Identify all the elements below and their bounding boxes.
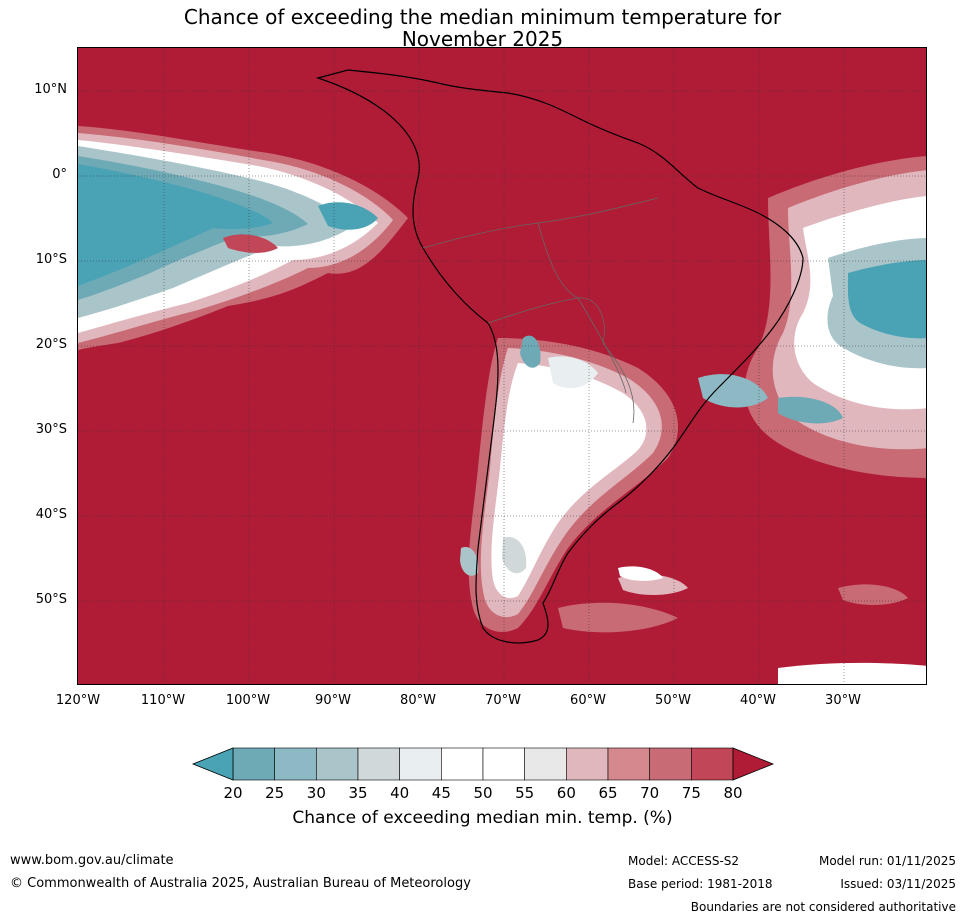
map-title-line-1: Chance of exceeding the median minimum t…: [183, 5, 782, 29]
colorbar-cell: [441, 747, 484, 781]
lon-label-30w: 30°W: [825, 693, 861, 708]
lat-label-50s: 50°S: [35, 592, 67, 607]
map-title-line-2: November 2025: [401, 27, 564, 51]
lat-label-10n: 10°N: [34, 82, 67, 97]
base-period-info: Base period: 1981-2018: [628, 877, 773, 891]
colorbar-tick-label: 65: [598, 784, 618, 802]
colorbar-low-extension: [191, 747, 234, 781]
website-link[interactable]: www.bom.gov.au/climate: [10, 853, 174, 868]
lat-label-0: 0°: [52, 167, 67, 182]
lat-label-40s: 40°S: [35, 507, 67, 522]
colorbar-cell: [691, 747, 734, 781]
model-run-info: Model run: 01/11/2025: [818, 854, 956, 868]
map-panel: [77, 47, 927, 685]
colorbar-cell: [357, 747, 400, 781]
atlantic-cool-region: [698, 156, 926, 478]
colorbar-high-extension: [732, 747, 775, 781]
colorbar-tick-label: 70: [640, 784, 660, 802]
lon-label-70w: 70°W: [485, 693, 521, 708]
lon-label-40w: 40°W: [740, 693, 776, 708]
lat-label-30s: 30°S: [35, 422, 67, 437]
colorbar-cell: [524, 747, 567, 781]
lat-label-20s: 20°S: [35, 337, 67, 352]
issued-info: Issued: 03/11/2025: [840, 877, 956, 891]
colorbar-label: Chance of exceeding median min. temp. (%…: [292, 808, 673, 828]
model-info: Model: ACCESS-S2: [628, 854, 740, 868]
lon-label-90w: 90°W: [315, 693, 351, 708]
colorbar-cell: [232, 747, 275, 781]
lon-label-60w: 60°W: [570, 693, 606, 708]
colorbar-cell: [566, 747, 609, 781]
colorbar-cell: [607, 747, 650, 781]
colorbar: [191, 747, 775, 781]
colorbar-tick-label: 40: [390, 784, 410, 802]
colorbar-tick-label: 55: [515, 784, 535, 802]
colorbar-tick-label: 50: [473, 784, 493, 802]
colorbar-tick-label: 35: [348, 784, 368, 802]
coastline: [315, 69, 804, 644]
colorbar-tick-label: 75: [681, 784, 701, 802]
lon-label-110w: 110°W: [140, 693, 186, 708]
colorbar-cell: [399, 747, 442, 781]
colorbar-tick-label: 60: [556, 784, 576, 802]
colorbar-tick-label: 80: [723, 784, 743, 802]
lon-label-100w: 100°W: [225, 693, 271, 708]
lon-label-80w: 80°W: [400, 693, 436, 708]
graticule: [78, 48, 926, 684]
colorbar-cell: [316, 747, 359, 781]
lon-label-50w: 50°W: [655, 693, 691, 708]
colorbar-tick-label: 20: [223, 784, 243, 802]
southern-ocean-patches: [558, 566, 926, 684]
boundaries-disclaimer: Boundaries are not considered authoritat…: [690, 900, 956, 914]
probability-map: [78, 48, 926, 684]
copyright-text: © Commonwealth of Australia 2025, Austra…: [10, 876, 471, 891]
country-borders: [422, 197, 659, 424]
colorbar-tick-label: 25: [265, 784, 285, 802]
lat-label-10s: 10°S: [35, 252, 67, 267]
colorbar-cell: [482, 747, 525, 781]
colorbar-tick-label: 45: [431, 784, 451, 802]
pacific-cool-region: [78, 126, 408, 350]
colorbar-tick-label: 30: [306, 784, 326, 802]
southern-cone-region: [460, 335, 678, 632]
lon-label-120w: 120°W: [55, 693, 101, 708]
colorbar-cell: [274, 747, 317, 781]
colorbar-cell: [649, 747, 692, 781]
